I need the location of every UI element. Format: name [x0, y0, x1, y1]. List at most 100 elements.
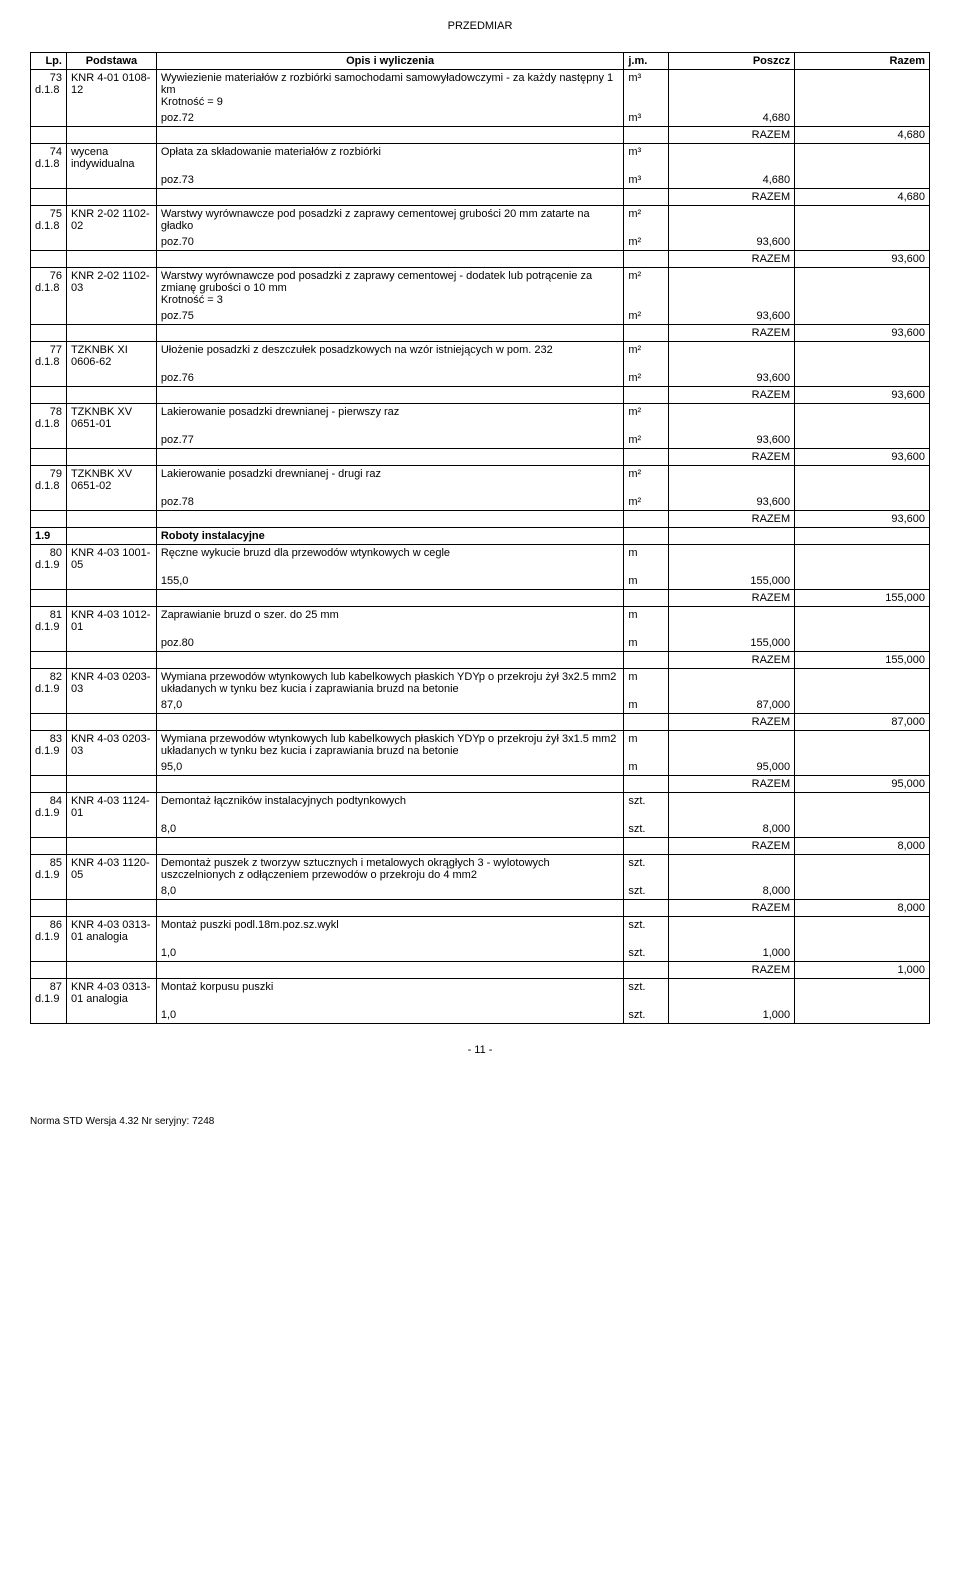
item-row: 84d.1.9KNR 4-03 1124-01Demontaż łącznikó… — [31, 793, 930, 822]
calc-pod — [66, 494, 156, 511]
cell-pod: KNR 4-01 0108-12 — [66, 70, 156, 111]
razem-opis — [156, 387, 623, 404]
th-podstawa: Podstawa — [66, 53, 156, 70]
razem-jm — [624, 590, 669, 607]
cell-lp: 81d.1.9 — [31, 607, 67, 636]
calc-pos: 4,680 — [669, 110, 795, 127]
razem-lp — [31, 189, 67, 206]
calc-row: 87,0m87,000 — [31, 697, 930, 714]
cell-raz — [795, 917, 930, 946]
calc-pod — [66, 945, 156, 962]
cell-jm: m — [624, 545, 669, 574]
cell-pod: KNR 4-03 1001-05 — [66, 545, 156, 574]
cell-raz — [795, 144, 930, 173]
calc-opis: 8,0 — [156, 883, 623, 900]
calc-jm: szt. — [624, 1007, 669, 1024]
calc-opis: 87,0 — [156, 697, 623, 714]
item-row: 77d.1.8TZKNBK XI 0606-62Ułożenie posadzk… — [31, 342, 930, 371]
calc-raz — [795, 370, 930, 387]
calc-pod — [66, 821, 156, 838]
cell-opis: Wymiana przewodów wtynkowych lub kabelko… — [156, 669, 623, 698]
calc-pos: 4,680 — [669, 172, 795, 189]
razem-row: RAZEM87,000 — [31, 714, 930, 731]
calc-pos: 8,000 — [669, 883, 795, 900]
razem-lp — [31, 127, 67, 144]
calc-pod — [66, 697, 156, 714]
cell-lp: 76d.1.8 — [31, 268, 67, 309]
cell-jm: m² — [624, 466, 669, 495]
item-row: 85d.1.9KNR 4-03 1120-05Demontaż puszek z… — [31, 855, 930, 884]
razem-lp — [31, 251, 67, 268]
razem-val: 4,680 — [795, 127, 930, 144]
cell-raz — [795, 206, 930, 235]
cell-opis: Montaż puszki podl.18m.poz.sz.wykl — [156, 917, 623, 946]
cell-jm: m³ — [624, 144, 669, 173]
razem-pod — [66, 251, 156, 268]
cell-raz — [795, 404, 930, 433]
item-row: 73d.1.8KNR 4-01 0108-12Wywiezienie mater… — [31, 70, 930, 111]
cell-raz — [795, 70, 930, 111]
razem-pod — [66, 776, 156, 793]
razem-label: RAZEM — [669, 962, 795, 979]
cell-lp: 77d.1.8 — [31, 342, 67, 371]
cell-raz — [795, 607, 930, 636]
razem-jm — [624, 900, 669, 917]
razem-val: 155,000 — [795, 590, 930, 607]
cell-lp: 78d.1.8 — [31, 404, 67, 433]
calc-row: poz.80m155,000 — [31, 635, 930, 652]
razem-label: RAZEM — [669, 511, 795, 528]
calc-lp — [31, 308, 67, 325]
cell-opis: Demontaż łączników instalacyjnych podtyn… — [156, 793, 623, 822]
cell-lp: 87d.1.9 — [31, 979, 67, 1008]
razem-opis — [156, 714, 623, 731]
razem-val: 93,600 — [795, 449, 930, 466]
calc-row: poz.77m²93,600 — [31, 432, 930, 449]
section-row: 1.9Roboty instalacyjne — [31, 528, 930, 545]
section-lp: 1.9 — [31, 528, 67, 545]
razem-val: 155,000 — [795, 652, 930, 669]
razem-opis — [156, 325, 623, 342]
calc-pos: 95,000 — [669, 759, 795, 776]
calc-row: poz.70m²93,600 — [31, 234, 930, 251]
calc-opis: poz.70 — [156, 234, 623, 251]
razem-label: RAZEM — [669, 714, 795, 731]
calc-opis: poz.80 — [156, 635, 623, 652]
razem-label: RAZEM — [669, 900, 795, 917]
cell-pos — [669, 545, 795, 574]
page-header: PRZEDMIAR — [30, 20, 930, 32]
razem-opis — [156, 776, 623, 793]
cell-lp: 86d.1.9 — [31, 917, 67, 946]
item-row: 86d.1.9KNR 4-03 0313-01 analogiaMontaż p… — [31, 917, 930, 946]
calc-pos: 93,600 — [669, 234, 795, 251]
calc-pod — [66, 308, 156, 325]
razem-opis — [156, 900, 623, 917]
cell-pod: KNR 4-03 1124-01 — [66, 793, 156, 822]
cell-pos — [669, 917, 795, 946]
section-raz — [795, 528, 930, 545]
cell-pod: KNR 2-02 1102-03 — [66, 268, 156, 309]
cell-lp: 73d.1.8 — [31, 70, 67, 111]
calc-jm: m² — [624, 370, 669, 387]
calc-jm: m² — [624, 432, 669, 449]
razem-pod — [66, 511, 156, 528]
calc-opis: poz.77 — [156, 432, 623, 449]
calc-row: 8,0szt.8,000 — [31, 883, 930, 900]
item-row: 82d.1.9KNR 4-03 0203-03Wymiana przewodów… — [31, 669, 930, 698]
cell-pos — [669, 607, 795, 636]
th-razem: Razem — [795, 53, 930, 70]
cell-raz — [795, 669, 930, 698]
th-jm: j.m. — [624, 53, 669, 70]
razem-jm — [624, 127, 669, 144]
cell-pod: KNR 4-03 0203-03 — [66, 731, 156, 760]
cell-pod: KNR 4-03 0313-01 analogia — [66, 979, 156, 1008]
calc-jm: m² — [624, 308, 669, 325]
razem-row: RAZEM4,680 — [31, 189, 930, 206]
razem-pod — [66, 189, 156, 206]
table-body: 73d.1.8KNR 4-01 0108-12Wywiezienie mater… — [31, 70, 930, 1024]
calc-opis: 1,0 — [156, 945, 623, 962]
razem-jm — [624, 325, 669, 342]
cell-jm: szt. — [624, 917, 669, 946]
razem-row: RAZEM1,000 — [31, 962, 930, 979]
calc-lp — [31, 110, 67, 127]
cell-jm: m — [624, 669, 669, 698]
